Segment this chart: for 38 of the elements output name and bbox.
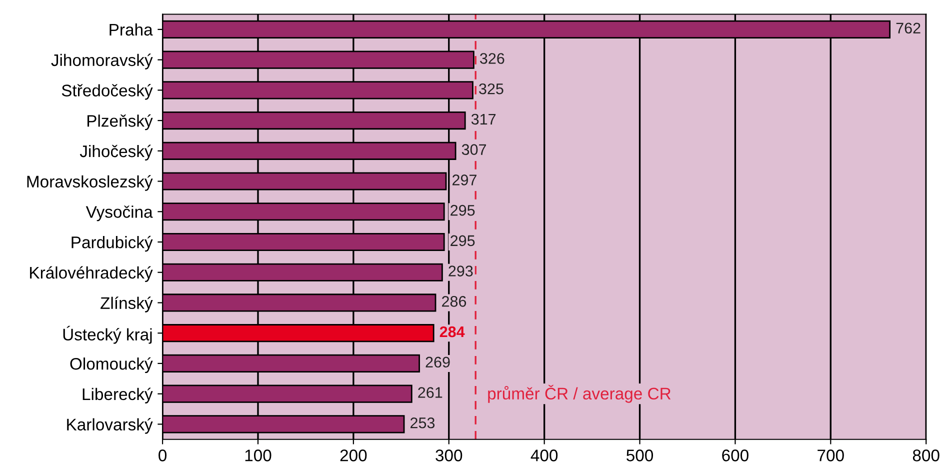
- x-tick-label: 500: [626, 450, 654, 462]
- x-tick-label: 300: [436, 450, 462, 462]
- y-tick-label: Pardubický: [72, 236, 153, 252]
- ref-line-label: průměr ČR / average CR: [488, 384, 671, 403]
- y-tick-label: Královéhradecký: [30, 266, 153, 282]
- y-tick-label: Moravskoslezský: [27, 175, 153, 191]
- x-tick-label: 100: [245, 450, 272, 462]
- x-tick-label: 600: [722, 450, 748, 462]
- data-label: 284: [440, 326, 465, 338]
- y-tick-label: Středočeský: [62, 84, 153, 100]
- y-tick-label: Olomoucký: [70, 357, 153, 374]
- data-label: 762: [896, 22, 920, 34]
- y-tick-label: Praha: [110, 23, 153, 36]
- data-label: 295: [450, 204, 475, 216]
- data-label: 261: [418, 387, 442, 398]
- x-tick-label: 800: [912, 450, 940, 462]
- y-tick-label: Ústecký kraj: [63, 326, 152, 344]
- data-label: 253: [410, 417, 435, 428]
- y-tick-label: Karlovarský: [67, 418, 153, 434]
- data-label: 326: [480, 53, 504, 64]
- data-label: 297: [452, 174, 476, 186]
- data-label: 317: [471, 114, 496, 125]
- y-tick-label: Liberecký: [82, 388, 153, 404]
- data-label: 295: [450, 235, 475, 246]
- data-label: 325: [479, 83, 504, 94]
- data-label: 286: [442, 296, 466, 307]
- data-label: 307: [462, 144, 486, 155]
- y-tick-label: Jihočeský: [80, 144, 153, 160]
- x-tick-label: 0: [158, 450, 167, 462]
- y-tick-label: Vysočina: [86, 206, 153, 222]
- y-tick-label: Zlínský: [100, 296, 153, 312]
- data-label: 293: [448, 266, 473, 276]
- x-tick-label: 200: [340, 450, 367, 462]
- x-tick-label: 700: [818, 450, 844, 462]
- y-tick-label: Jihomoravský: [51, 54, 153, 70]
- x-tick-label: 400: [530, 450, 558, 462]
- y-tick-label: Plzeňský: [87, 114, 153, 130]
- data-label: 269: [426, 356, 450, 368]
